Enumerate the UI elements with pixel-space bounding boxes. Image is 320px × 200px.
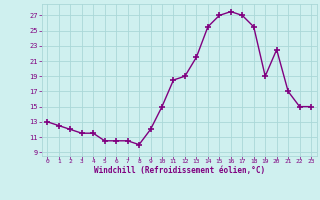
X-axis label: Windchill (Refroidissement éolien,°C): Windchill (Refroidissement éolien,°C) xyxy=(94,166,265,175)
